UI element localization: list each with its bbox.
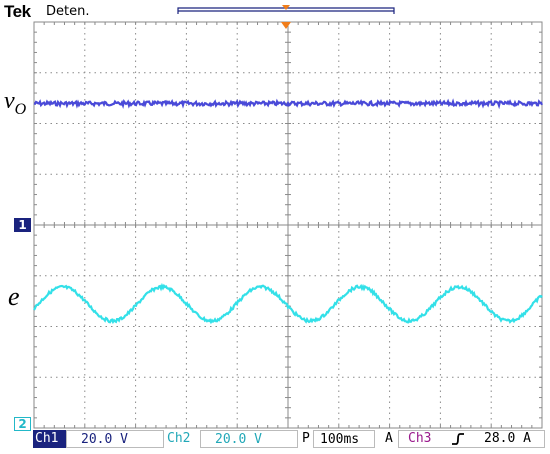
ch2-trace [33, 282, 543, 325]
timebase-value[interactable]: 100ms [313, 430, 375, 448]
trigger-source[interactable]: Ch3 [408, 431, 432, 446]
ch2-trace-label: e [8, 282, 20, 311]
brand-logo: Tek [4, 2, 31, 21]
ch2-scale[interactable]: 20.0 V [200, 430, 298, 448]
timebase-prefix: P [302, 431, 310, 446]
ch1-scale[interactable]: 20.0 V [66, 430, 164, 448]
trigger-panel[interactable] [398, 430, 545, 448]
trigger-position-icon [281, 22, 291, 29]
acquisition-state: Deten. [46, 4, 90, 19]
ch1-ground-marker[interactable]: 1 [14, 218, 31, 232]
ch2-ground-marker[interactable]: 2 [14, 417, 31, 431]
ch1-label-main: v [4, 88, 15, 114]
status-bar: Ch1 20.0 V Ch2 20.0 V P 100ms A Ch3 28.0… [33, 430, 547, 450]
ch1-name[interactable]: Ch1 [33, 430, 66, 448]
trigger-level[interactable]: 28.0 A [484, 431, 531, 446]
trigger-mode[interactable]: A [385, 431, 393, 446]
ch1-trace-label: vO [4, 88, 26, 119]
rising-edge-icon [452, 433, 464, 445]
ch1-trace [33, 98, 543, 110]
ch1-label-sub: O [14, 100, 27, 118]
trigger-position-small-icon [282, 5, 290, 10]
ch2-name[interactable]: Ch2 [167, 431, 191, 446]
